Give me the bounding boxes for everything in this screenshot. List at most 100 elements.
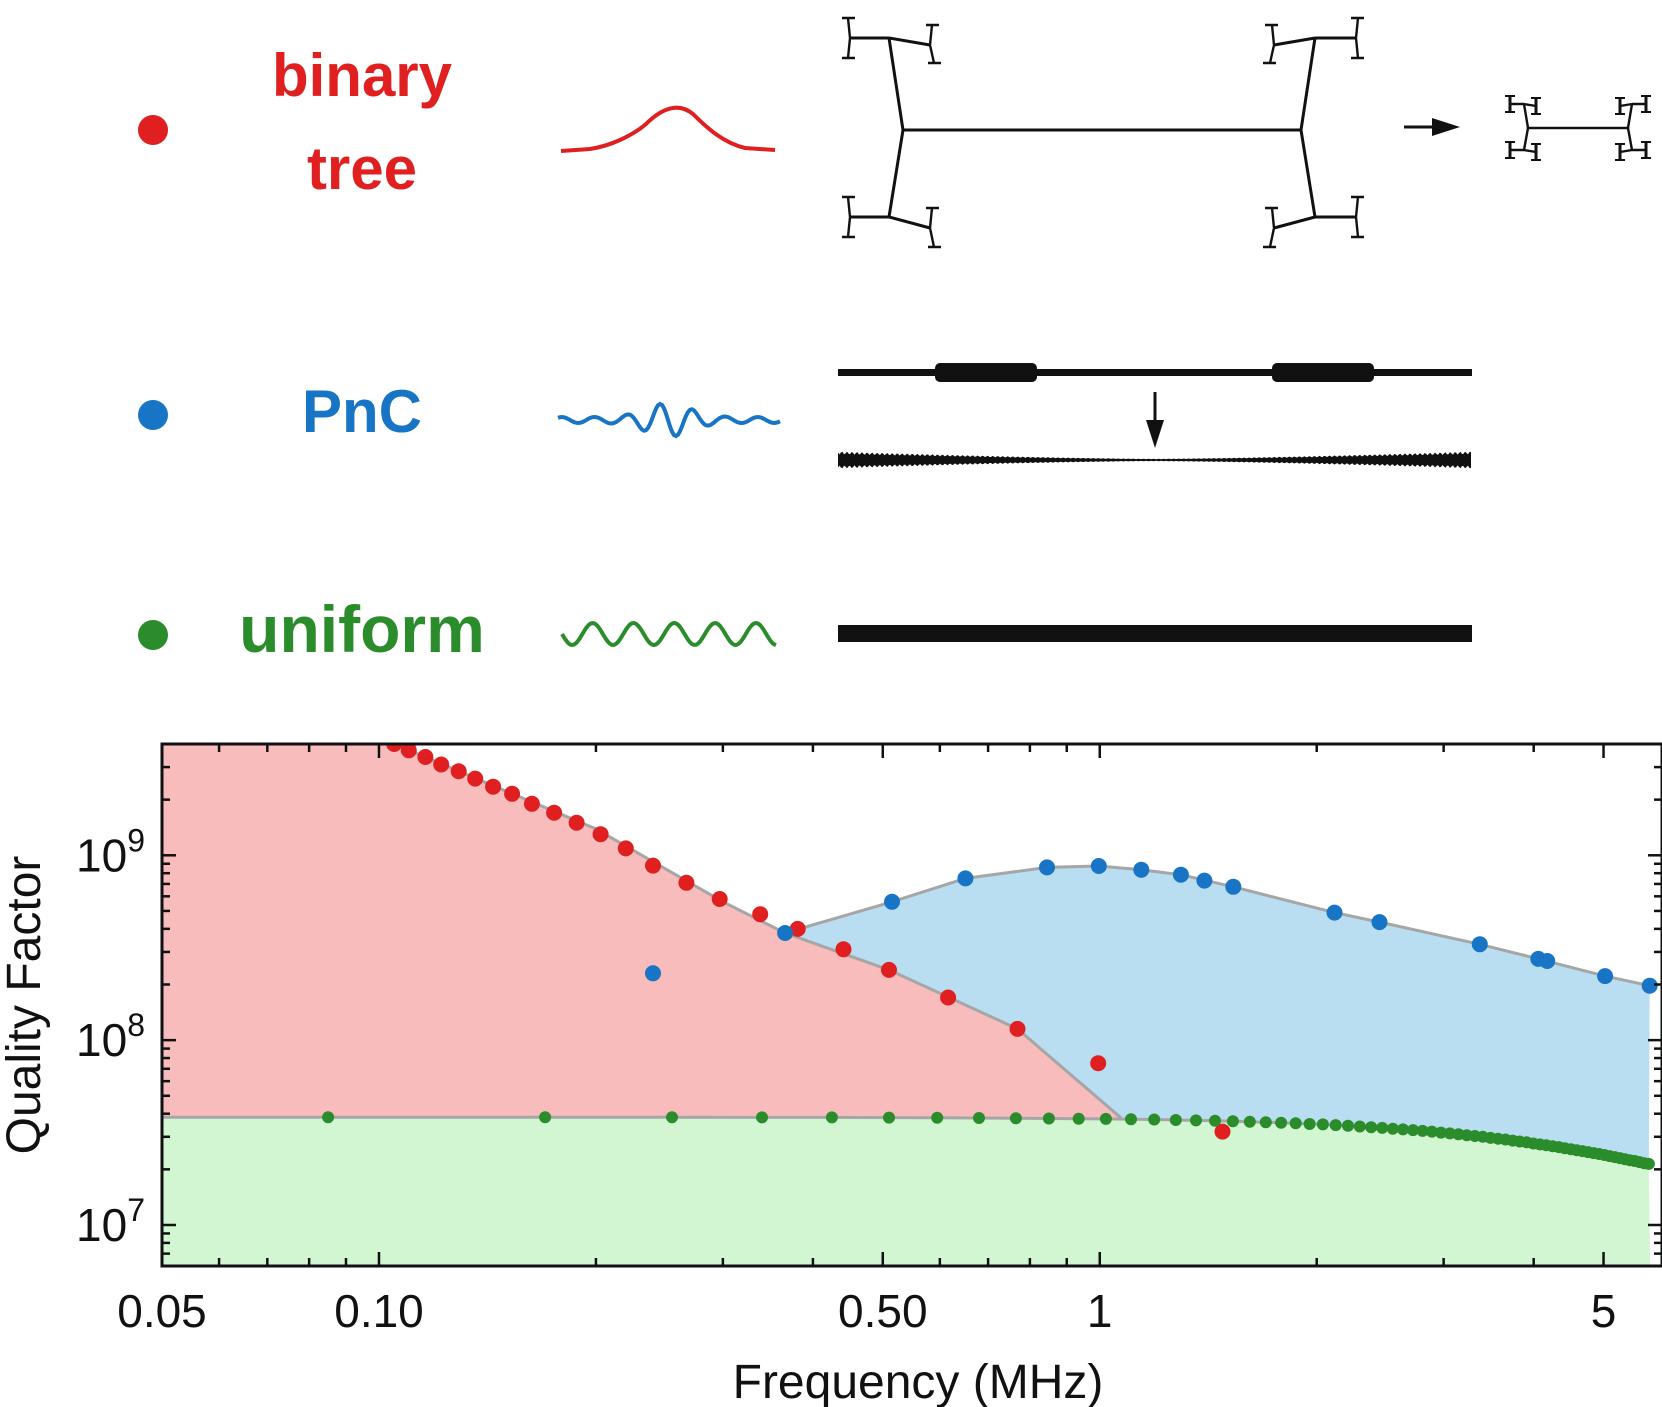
- data-point-uniform: [1226, 1115, 1239, 1128]
- y-axis-title: Quality Factor: [0, 856, 51, 1155]
- data-point-uniform: [1259, 1116, 1272, 1129]
- data-point-pnc: [1172, 866, 1189, 883]
- legend-row-pnc: PnC: [138, 363, 1472, 469]
- data-point-pnc: [957, 870, 974, 887]
- data-point-binary-tree: [417, 749, 434, 765]
- data-point-uniform: [756, 1111, 768, 1124]
- data-point-binary-tree: [467, 770, 484, 787]
- x-tick-label: 5: [1591, 1285, 1617, 1337]
- data-point-uniform: [1642, 1157, 1655, 1170]
- data-point-uniform: [1443, 1127, 1456, 1140]
- data-point-pnc: [884, 893, 900, 910]
- legend-panel: binary tree: [138, 16, 1651, 666]
- tick-labels: 0.05 0.10 0.50 1 5 107 108 109: [76, 822, 1616, 1337]
- data-point-uniform: [1009, 1112, 1022, 1125]
- data-point-uniform: [1289, 1117, 1302, 1130]
- data-point-pnc: [1326, 904, 1343, 921]
- data-point-uniform: [973, 1112, 985, 1124]
- data-point-uniform: [1099, 1112, 1112, 1125]
- data-point-uniform: [1303, 1118, 1316, 1130]
- data-point-uniform: [1329, 1119, 1342, 1132]
- data-point-pnc: [1539, 953, 1556, 969]
- data-point-pnc: [1133, 861, 1150, 878]
- sinusoid-mode-icon: [560, 620, 777, 648]
- data-point-binary-tree: [752, 906, 769, 923]
- data-point-pnc: [1471, 936, 1488, 953]
- legend-label-pnc: PnC: [302, 378, 422, 445]
- data-point-uniform: [883, 1111, 895, 1124]
- data-point-uniform: [1365, 1121, 1378, 1134]
- localized-mode-icon: [557, 401, 781, 439]
- data-point-uniform: [322, 1111, 335, 1124]
- data-point-uniform: [1416, 1124, 1429, 1137]
- axis-ticks: [160, 742, 1662, 1268]
- data-point-binary-tree: [617, 840, 634, 857]
- y-tick-label: 107: [76, 1192, 145, 1251]
- data-point-uniform: [1353, 1120, 1366, 1133]
- data-point-binary-tree: [711, 891, 728, 907]
- data-point-binary-tree: [433, 756, 450, 773]
- data-point-uniform: [1342, 1119, 1354, 1132]
- data-point-binary-tree: [645, 857, 661, 874]
- x-tick-label: 0.05: [117, 1285, 207, 1337]
- data-point-uniform: [1148, 1113, 1161, 1126]
- data-point-uniform: [1243, 1115, 1256, 1128]
- legend-marker-binary-tree: [138, 115, 168, 145]
- data-point-binary-tree: [400, 744, 417, 759]
- data-point-binary-tree: [504, 785, 521, 802]
- data-point-binary-tree: [1214, 1123, 1231, 1140]
- legend-label-uniform: uniform: [239, 592, 485, 666]
- data-point-uniform: [1435, 1126, 1447, 1139]
- data-point-uniform: [1376, 1121, 1389, 1134]
- phononic-crystal-icon: [838, 363, 1472, 469]
- data-point-uniform: [1209, 1114, 1221, 1127]
- data-point-uniform: [1386, 1122, 1399, 1135]
- data-point-binary-tree: [592, 826, 609, 843]
- data-point-pnc: [1371, 914, 1388, 931]
- data-point-uniform: [1425, 1125, 1438, 1138]
- data-point-binary-tree: [523, 795, 540, 812]
- data-point-pnc: [1641, 977, 1658, 994]
- data-point-uniform: [666, 1111, 678, 1124]
- y-tick-label: 108: [76, 1007, 145, 1066]
- x-axis-title: Frequency (MHz): [733, 1356, 1104, 1407]
- legend-label-binary-tree-line1: binary: [272, 42, 453, 109]
- legend-label-binary-tree-line2: tree: [307, 135, 417, 202]
- data-point-binary-tree: [485, 778, 502, 795]
- data-point-uniform: [825, 1111, 838, 1124]
- fractal-tree-small-icon: [1505, 95, 1651, 161]
- x-tick-label: 0.10: [334, 1285, 424, 1337]
- data-point-binary-tree: [1090, 1055, 1107, 1072]
- legend-marker-pnc: [138, 400, 168, 430]
- data-point-uniform: [1042, 1112, 1055, 1125]
- arrow-right-icon: [1404, 118, 1460, 136]
- legend-row-binary-tree: binary tree: [138, 16, 1651, 249]
- data-point-uniform: [1407, 1124, 1419, 1137]
- envelope-line: [162, 744, 1651, 988]
- data-points: [322, 744, 1658, 1170]
- gaussian-mode-icon: [560, 105, 776, 153]
- uniform-string-icon: [838, 625, 1472, 642]
- plot-frame: [160, 742, 1662, 1268]
- data-point-pnc: [1090, 858, 1107, 874]
- data-point-binary-tree: [568, 814, 585, 831]
- data-point-binary-tree: [450, 763, 467, 780]
- data-point-pnc: [777, 925, 794, 941]
- x-tick-label: 1: [1087, 1285, 1113, 1337]
- data-point-uniform: [1397, 1123, 1409, 1136]
- data-point-uniform: [1190, 1114, 1202, 1127]
- data-point-pnc: [1597, 968, 1614, 985]
- data-point-binary-tree: [940, 989, 957, 1006]
- fill-region-uniform: [162, 1117, 1650, 1266]
- data-point-uniform: [1275, 1116, 1288, 1129]
- fill-region-binary-tree: [162, 744, 1121, 1118]
- data-point-uniform: [539, 1111, 552, 1124]
- data-point-pnc: [1225, 878, 1242, 895]
- data-point-uniform: [1072, 1112, 1085, 1125]
- data-point-binary-tree: [835, 941, 852, 958]
- data-point-uniform: [931, 1111, 944, 1124]
- data-point-binary-tree: [386, 744, 403, 752]
- data-point-uniform: [1169, 1114, 1182, 1126]
- data-point-pnc: [1039, 859, 1055, 876]
